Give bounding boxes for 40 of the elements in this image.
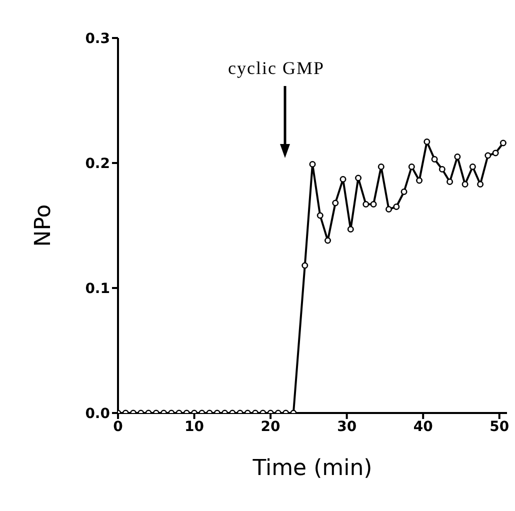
x-tick-label: 0: [113, 418, 124, 435]
y-axis-title: NPo: [30, 204, 56, 247]
point: [302, 262, 308, 269]
point: [408, 164, 415, 170]
point: [332, 200, 339, 206]
point: [400, 188, 408, 195]
point: [492, 150, 499, 156]
y-tick-label: 0.2: [85, 156, 110, 172]
point: [431, 156, 438, 162]
point: [393, 204, 400, 210]
point: [484, 152, 492, 159]
point: [438, 166, 446, 172]
point: [477, 181, 484, 188]
point: [446, 178, 454, 185]
point: [424, 138, 430, 145]
x-tick-label: 20: [260, 418, 281, 435]
x-tick-label: 10: [184, 418, 204, 435]
point: [469, 164, 476, 170]
point: [316, 212, 324, 219]
point: [378, 164, 384, 170]
point: [340, 176, 346, 182]
point: [386, 206, 392, 212]
x-tick-label: 30: [337, 418, 357, 435]
point: [324, 237, 332, 244]
point: [500, 140, 506, 146]
point: [454, 154, 461, 160]
point: [370, 201, 377, 208]
point: [355, 174, 362, 182]
annotation: cyclic GMP: [228, 58, 324, 79]
point: [462, 181, 468, 188]
x-tick-label: 40: [413, 418, 434, 435]
x-axis-title: Time (min): [252, 456, 372, 481]
point: [347, 226, 354, 232]
x-tick-label: 50: [490, 418, 510, 435]
point: [362, 201, 370, 208]
y-tick-label: 0.0: [85, 406, 110, 422]
y-tick-label: 0.3: [85, 30, 110, 47]
point: [309, 161, 316, 168]
y-tick-label: 0.1: [85, 280, 110, 297]
point: [416, 177, 423, 184]
